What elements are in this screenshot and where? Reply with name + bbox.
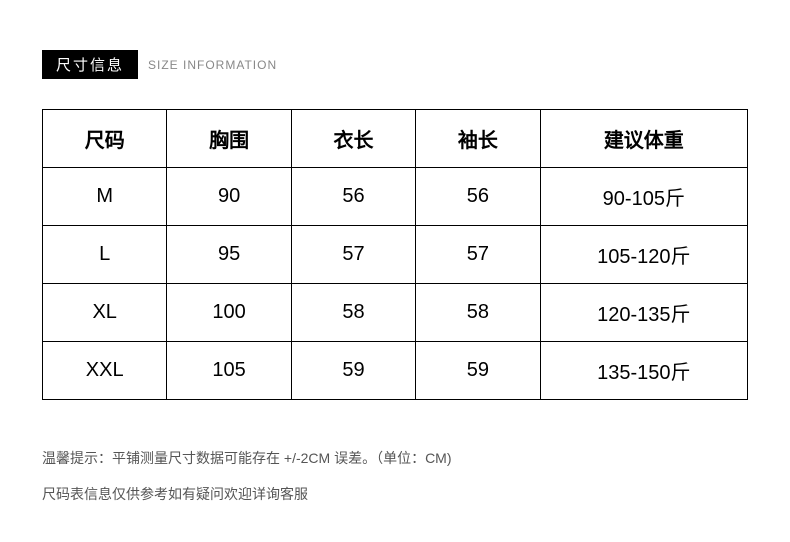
table-row: L 95 57 57 105-120斤 [43,226,748,284]
cell-sleeve: 56 [416,168,540,226]
col-header-size: 尺码 [43,110,167,168]
table-row: M 90 56 56 90-105斤 [43,168,748,226]
cell-length: 58 [291,284,415,342]
col-header-sleeve: 袖长 [416,110,540,168]
section-header: 尺寸信息 SIZE INFORMATION [42,50,748,79]
col-header-chest: 胸围 [167,110,291,168]
subtitle-text: SIZE INFORMATION [148,58,277,72]
table-header-row: 尺码 胸围 衣长 袖长 建议体重 [43,110,748,168]
cell-weight: 120-135斤 [540,284,747,342]
note-line-1: 温馨提示：平铺测量尺寸数据可能存在 +/-2CM 误差。（单位：CM) [42,440,748,476]
cell-sleeve: 57 [416,226,540,284]
cell-weight: 90-105斤 [540,168,747,226]
size-table: 尺码 胸围 衣长 袖长 建议体重 M 90 56 56 90-105斤 L 95… [42,109,748,400]
cell-size: XL [43,284,167,342]
cell-size: L [43,226,167,284]
cell-length: 57 [291,226,415,284]
cell-chest: 90 [167,168,291,226]
cell-length: 59 [291,342,415,400]
cell-size: XXL [43,342,167,400]
cell-sleeve: 58 [416,284,540,342]
cell-chest: 100 [167,284,291,342]
table-row: XL 100 58 58 120-135斤 [43,284,748,342]
cell-weight: 105-120斤 [540,226,747,284]
cell-weight: 135-150斤 [540,342,747,400]
cell-length: 56 [291,168,415,226]
table-row: XXL 105 59 59 135-150斤 [43,342,748,400]
col-header-weight: 建议体重 [540,110,747,168]
note-line-2: 尺码表信息仅供参考如有疑问欢迎详询客服 [42,476,748,512]
cell-chest: 95 [167,226,291,284]
badge-title: 尺寸信息 [42,50,138,79]
cell-size: M [43,168,167,226]
cell-chest: 105 [167,342,291,400]
cell-sleeve: 59 [416,342,540,400]
notes-block: 温馨提示：平铺测量尺寸数据可能存在 +/-2CM 误差。（单位：CM) 尺码表信… [42,440,748,513]
col-header-length: 衣长 [291,110,415,168]
